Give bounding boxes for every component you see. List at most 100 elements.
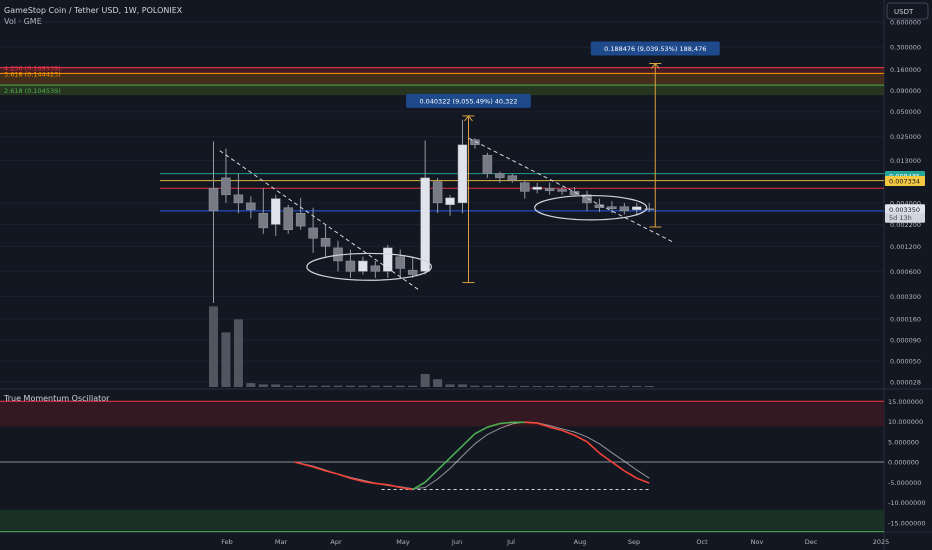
price-tick-label: 0.000090 [890, 336, 921, 344]
volume-bar [296, 385, 306, 387]
oscillator-tick-label: 15.000000 [888, 398, 923, 406]
candle-body [582, 194, 592, 204]
volume-bar [557, 386, 567, 387]
trendline [468, 137, 675, 244]
oscillator-segment-up [424, 469, 439, 483]
trendline [219, 150, 421, 292]
price-tick-label: 0.004000 [890, 199, 921, 207]
time-axis: Feb Mar Apr May Jun Jul Aug Sep Oct Nov Dec 2025 [221, 538, 889, 546]
time-tick-label: Jun [451, 538, 462, 546]
price-tick-label: 0.013000 [890, 157, 921, 165]
candle-body [258, 213, 269, 229]
volume-bar [308, 385, 318, 387]
volume-bar [370, 385, 380, 387]
candle-body [470, 139, 480, 146]
oscillator-segment-down [524, 421, 538, 424]
price-tick-label: 0.160000 [890, 66, 921, 74]
volume-label: Vol · GME [4, 17, 42, 26]
oscillator-segment-down [536, 422, 550, 428]
volume-bar [271, 384, 281, 387]
time-tick-label: Aug [574, 538, 587, 546]
time-tick-label: Dec [805, 538, 818, 546]
oscillator-tick-label: 5.000000 [888, 438, 919, 446]
price-tick-label: 0.001200 [890, 243, 921, 251]
measure-callout-label: 0.188476 (9,039.53%) 188,476 [604, 45, 706, 53]
oscillator-title: True Momentum Oscillator [3, 394, 110, 403]
time-tick-label: May [396, 538, 410, 546]
currency-button-label: USDT [894, 8, 914, 16]
candle-body [507, 175, 518, 181]
price-label-bg [885, 175, 925, 186]
oscillator-tick-label: 0.000000 [888, 459, 919, 467]
time-tick-label: Oct [696, 538, 708, 546]
true-momentum-oscillator [0, 400, 884, 533]
volume-bar [482, 385, 492, 387]
price-tick-label: 0.090000 [890, 87, 921, 95]
volume-bar [209, 306, 218, 387]
volume-bar [619, 386, 629, 387]
price-axis: 1.200000 0.600000 0.300000 0.160000 0.090000… [890, 0, 921, 387]
measure-callout [406, 93, 531, 108]
candle-body [320, 238, 331, 247]
oscillator-segment-down [375, 482, 388, 486]
volume-bar [594, 386, 604, 387]
trendlines [219, 137, 675, 292]
volume-bar [233, 319, 243, 387]
oscillator-segment-up [412, 481, 426, 491]
time-tick-label: Sep [628, 538, 640, 546]
volume-bar [607, 386, 617, 387]
candle-body [557, 189, 567, 192]
oscillator-segment-down [636, 477, 650, 484]
oscillator-segment-up [449, 445, 464, 459]
oscillator-segment-down [598, 452, 613, 463]
volume-bar [221, 332, 231, 387]
volume-bar [258, 384, 268, 387]
candle-body [233, 194, 244, 204]
oscillator-segment-down [312, 466, 326, 472]
volume-bar [358, 385, 368, 387]
volume-bars [209, 306, 654, 387]
volume-bar [445, 384, 455, 387]
volume-bar [433, 379, 443, 387]
candle-body [295, 213, 306, 227]
oscillator-segment-down [611, 461, 625, 472]
price-label-bg [885, 212, 925, 223]
currency-button[interactable]: USDT [886, 2, 929, 20]
oscillator-segment-down [586, 441, 600, 454]
volume-bar [395, 385, 405, 387]
candle-body [271, 198, 281, 225]
fib-label: 3.618 (0.144423) [4, 70, 61, 78]
candle-body [632, 206, 642, 211]
price-label-text: 5d 13h [889, 214, 912, 222]
candle-body [520, 182, 530, 192]
candle-body [246, 202, 256, 211]
fib-label: 2.618 (0.104539) [4, 87, 61, 95]
oscillator-tick-label: -5.000000 [888, 479, 921, 487]
price-tick-label: 0.300000 [890, 44, 921, 52]
price-tick-label: 0.002200 [890, 221, 921, 229]
volume-bar [383, 385, 393, 387]
candle-body [644, 208, 654, 210]
oscillator-segment-down [623, 470, 638, 479]
volume-bar [283, 385, 293, 387]
time-tick-label: Jul [506, 538, 515, 546]
oscillator-segment-up [474, 426, 488, 435]
volume-bar [420, 374, 430, 387]
volume-bar [495, 385, 505, 387]
volume-bar [321, 385, 331, 387]
chart-title: GameStop Coin / Tether USD, 1W, POLONIEX [4, 6, 183, 15]
volume-bar [570, 386, 580, 387]
oversold-zone [0, 509, 884, 531]
measure-arrowhead [650, 62, 660, 69]
volume-bar [246, 383, 256, 387]
overbought-zone [0, 401, 884, 427]
candle-body [619, 206, 630, 212]
price-tick-label: 0.000050 [890, 358, 921, 366]
time-tick-label: Feb [221, 538, 233, 546]
candle-body [358, 260, 368, 272]
candle-body [370, 265, 381, 272]
oscillator-segment-down [325, 470, 339, 475]
fib-zone [0, 67, 884, 74]
price-tick-label: 0.000028 [890, 379, 921, 387]
